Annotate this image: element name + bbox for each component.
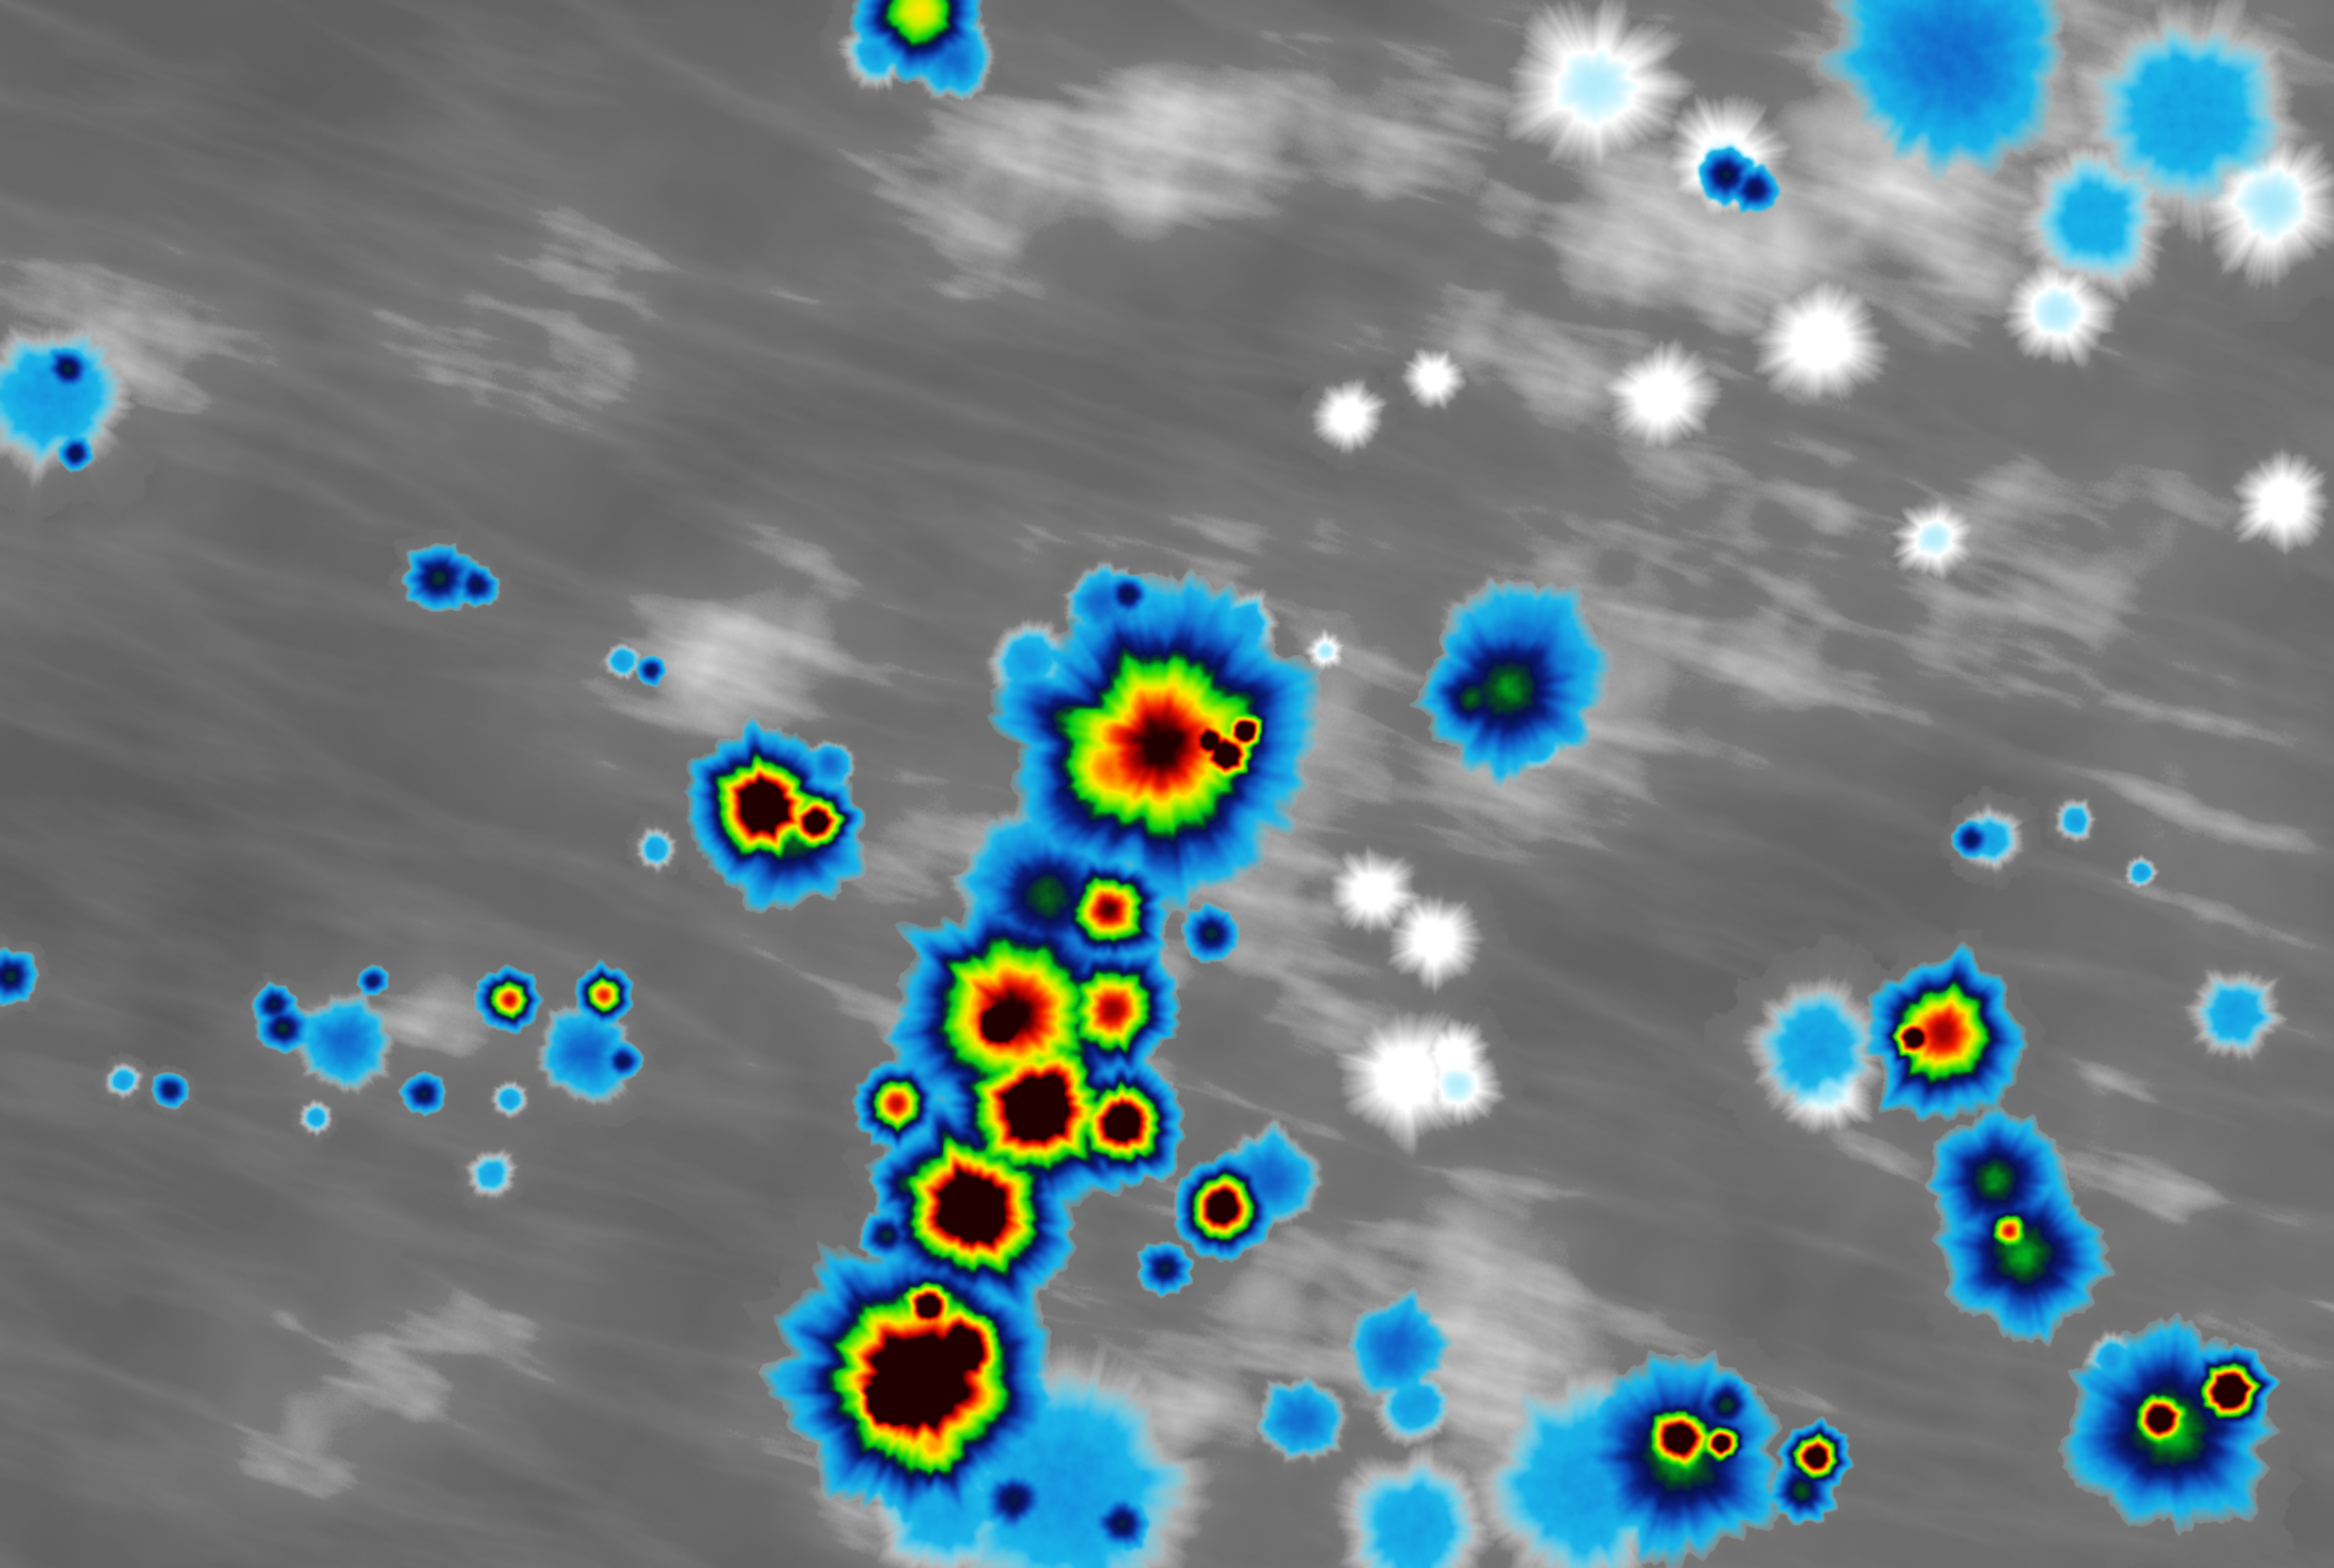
satellite-image-viewer [0,0,2334,1568]
enhanced-ir-satellite-image [0,0,2334,1568]
